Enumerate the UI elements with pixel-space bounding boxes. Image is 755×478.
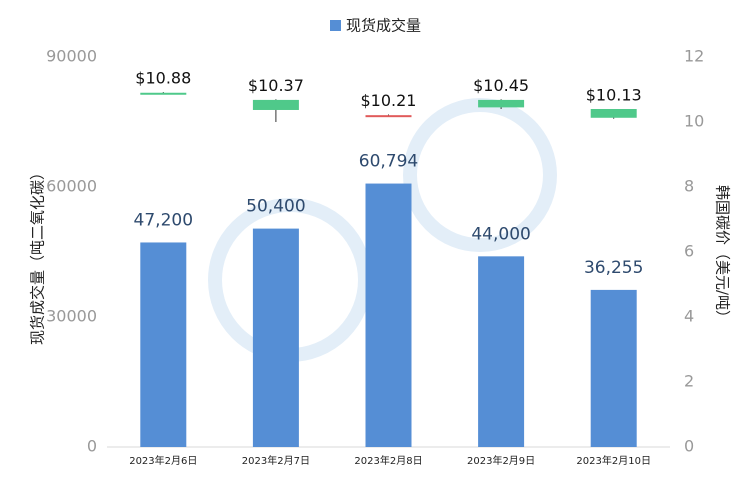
price-label: $10.45 xyxy=(473,76,529,95)
candle-body xyxy=(365,115,412,118)
bar xyxy=(365,183,412,447)
bar xyxy=(140,242,187,447)
x-tick-label: 2023年2月8日 xyxy=(354,454,422,467)
y-tick-label: 90000 xyxy=(46,47,97,66)
price-label: $10.37 xyxy=(248,76,304,95)
price-label: $10.88 xyxy=(135,69,191,88)
y-axis-title: 现货成交量（吨二氧化碳） xyxy=(29,165,47,345)
bar xyxy=(478,256,525,447)
price-label: $10.21 xyxy=(361,91,417,110)
y-tick-label: 60000 xyxy=(46,177,97,196)
y2-tick-label: 10 xyxy=(684,112,704,131)
x-tick-label: 2023年2月7日 xyxy=(242,454,310,467)
value-label: 50,400 xyxy=(246,197,305,217)
value-label: 47,200 xyxy=(134,210,193,230)
candle-body xyxy=(590,109,637,118)
legend-label: 现货成交量 xyxy=(346,17,421,35)
y2-tick-label: 4 xyxy=(684,307,694,326)
y-tick-label: 30000 xyxy=(46,307,97,326)
bar xyxy=(252,228,299,447)
value-label: 60,794 xyxy=(359,152,418,172)
price-label: $10.13 xyxy=(586,86,642,105)
bar xyxy=(590,289,637,447)
x-tick-label: 2023年2月10日 xyxy=(576,454,651,467)
y2-tick-label: 0 xyxy=(684,437,694,456)
y2-tick-label: 8 xyxy=(684,177,694,196)
y2-tick-label: 6 xyxy=(684,242,694,261)
candle-body xyxy=(478,99,525,108)
x-tick-label: 2023年2月9日 xyxy=(467,454,535,467)
y2-tick-label: 12 xyxy=(684,47,704,66)
candle-body xyxy=(252,99,299,110)
legend-swatch xyxy=(330,20,341,31)
y2-tick-label: 2 xyxy=(684,372,694,391)
x-tick-label: 2023年2月6日 xyxy=(129,454,197,467)
y-tick-label: 0 xyxy=(87,437,97,456)
candle-body xyxy=(140,92,187,95)
y2-axis-title: 韩国碳价（美元/吨） xyxy=(714,185,732,325)
value-label: 44,000 xyxy=(471,224,530,244)
value-label: 36,255 xyxy=(584,258,643,278)
